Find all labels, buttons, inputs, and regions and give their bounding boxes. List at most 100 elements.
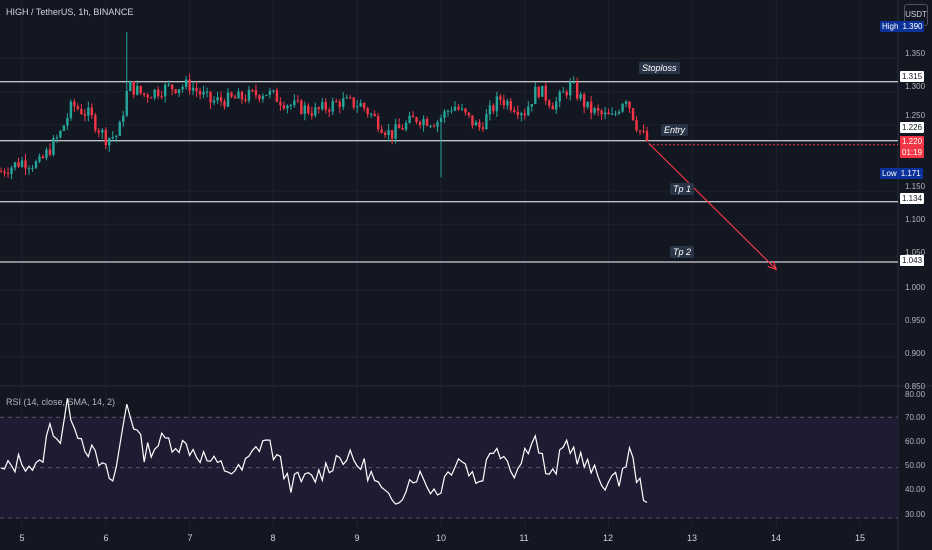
tp1-annotation[interactable]: Tp 1 [670,183,695,195]
price-tick-label: 1.100 [905,215,926,224]
candle-body [310,112,314,116]
x-tick-label: 9 [354,533,360,543]
candle-body [275,90,279,102]
candle-body [453,106,457,111]
candle-body [429,125,432,127]
candle-body [80,108,83,115]
candle-body [303,105,307,114]
candle-body [191,87,195,91]
candle-body [174,89,177,93]
candle-body [66,117,69,126]
candle-body [198,91,202,95]
candle-body [52,138,55,155]
candle-body [188,79,191,91]
candle-body [628,101,631,109]
candle-body [24,160,27,169]
candle-body [282,105,286,109]
candle-body [149,97,153,99]
candle-body [638,130,642,132]
candle-body [160,96,163,98]
stoploss-annotation[interactable]: Stoploss [639,62,680,74]
candle-body [181,86,184,90]
candle-body [111,136,114,139]
candle-body [184,79,188,87]
stoploss-price-tag: 1.315 [900,71,925,82]
candle-body [233,96,237,99]
symbol-title[interactable]: HIGH / TetherUS, 1h, BINANCE [6,7,134,17]
candle-body [101,129,104,133]
candle-body [45,149,48,158]
candle-body [342,98,345,108]
candle-body [73,101,76,107]
candle-body [555,101,558,110]
candle-body [139,86,142,94]
candle-body [34,161,38,168]
candle-body [31,167,34,169]
candle-body [261,95,265,100]
candle-body [240,91,244,100]
candle-body [258,95,261,100]
candle-body [0,171,3,173]
candle-body [300,100,303,114]
candle-body [418,122,422,126]
candle-body [254,90,258,96]
x-tick-label: 7 [187,533,193,543]
candle-body [132,81,135,95]
candle-body [520,113,523,116]
entry-price-tag: 1.226 [900,122,925,133]
countdown-tag: 01:19 [900,147,925,158]
candle-body [356,106,359,108]
candle-body [527,106,530,116]
candle-body [579,94,582,99]
candle-body [617,111,621,114]
price-tick-label: 1.050 [905,248,926,257]
candle-body [279,101,282,106]
candle-body [209,91,212,103]
candle-body [575,82,579,99]
candle-body [146,94,149,98]
candle-body [499,96,502,100]
candle-body [485,114,488,130]
candle-body [474,122,478,126]
candle-body [118,122,121,136]
candle-body [286,105,289,109]
candle-body [55,137,59,139]
rsi-tick-label: 50.00 [905,461,926,470]
candle-body [129,81,132,91]
candle-body [600,110,603,115]
candle-body [247,89,251,101]
candle-body [562,91,565,93]
candle-body [488,105,492,115]
low-tag: Low 1.171 [880,168,923,179]
price-tick-label: 0.850 [905,382,926,391]
candle-body [593,108,596,113]
candle-body [537,86,540,97]
entry-annotation[interactable]: Entry [661,124,689,136]
candle-body [328,109,331,112]
candle-body [551,105,554,110]
candle-body [170,84,174,90]
candle-body [446,110,450,112]
x-tick-label: 8 [270,533,276,543]
tp2-annotation[interactable]: Tp 2 [670,246,695,258]
candle-body [6,173,10,175]
rsi-tick-label: 80.00 [905,390,926,399]
candle-body [177,89,181,93]
x-tick-label: 11 [519,533,529,543]
candle-body [425,118,429,126]
x-tick-label: 5 [19,533,25,543]
rsi-tick-label: 60.00 [905,437,926,446]
candle-body [38,156,41,162]
candle-body [293,100,296,106]
candle-body [586,101,589,108]
candle-body [495,96,499,112]
rsi-title[interactable]: RSI (14, close, SMA, 14, 2) [6,397,116,407]
candle-body [94,115,97,131]
candle-body [408,115,411,123]
candle-body [352,97,355,108]
candle-body [268,90,272,95]
price-tick-label: 0.900 [905,349,926,358]
candle-body [366,108,369,115]
candle-body [401,128,404,130]
